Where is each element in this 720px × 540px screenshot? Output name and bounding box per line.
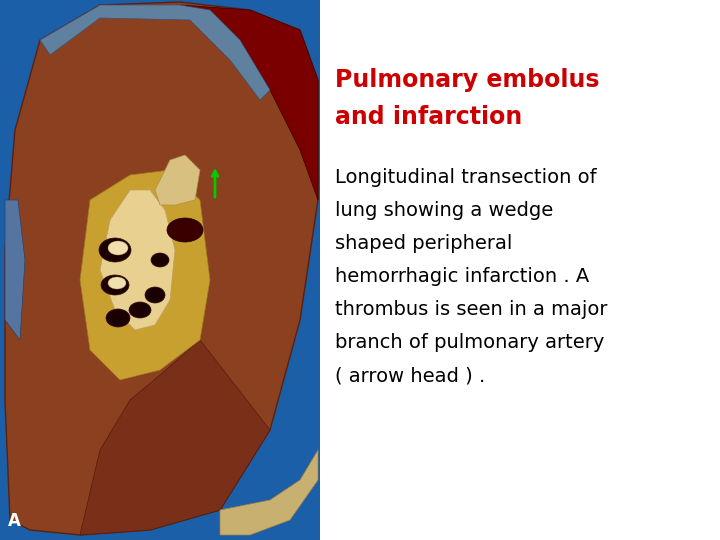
Polygon shape (155, 155, 200, 205)
Bar (0, 0, 320, 540)
Ellipse shape (129, 302, 151, 318)
Text: hemorrhagic infarction . A: hemorrhagic infarction . A (335, 267, 589, 286)
Polygon shape (40, 5, 270, 100)
Polygon shape (5, 2, 318, 535)
Text: Longitudinal transection of: Longitudinal transection of (335, 168, 597, 187)
Text: and infarction: and infarction (335, 105, 522, 129)
Ellipse shape (101, 275, 129, 295)
Text: branch of pulmonary artery: branch of pulmonary artery (335, 333, 604, 352)
Ellipse shape (145, 287, 165, 303)
Polygon shape (80, 340, 270, 535)
Ellipse shape (108, 277, 126, 289)
Text: A: A (8, 512, 21, 530)
Polygon shape (100, 190, 175, 330)
Text: Pulmonary embolus: Pulmonary embolus (335, 68, 600, 92)
Polygon shape (80, 170, 210, 380)
Text: ( arrow head ) .: ( arrow head ) . (335, 366, 485, 385)
Text: lung showing a wedge: lung showing a wedge (335, 201, 553, 220)
Polygon shape (180, 5, 318, 200)
Ellipse shape (99, 238, 131, 262)
Polygon shape (220, 450, 318, 535)
Ellipse shape (167, 218, 203, 242)
Polygon shape (5, 200, 25, 340)
Ellipse shape (151, 253, 169, 267)
Ellipse shape (108, 241, 128, 255)
Text: thrombus is seen in a major: thrombus is seen in a major (335, 300, 608, 319)
Ellipse shape (106, 309, 130, 327)
Text: shaped peripheral: shaped peripheral (335, 234, 513, 253)
